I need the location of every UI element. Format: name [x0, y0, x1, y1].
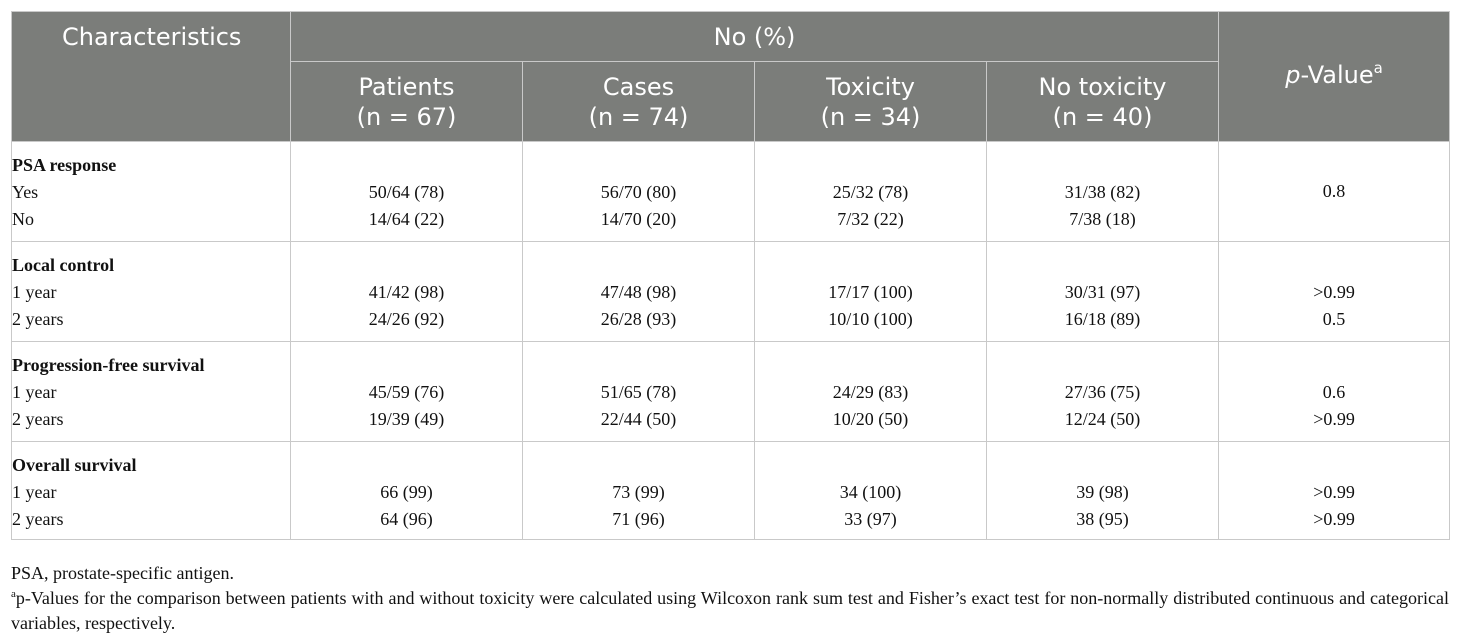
cell-toxicity: 34 (100) [754, 479, 987, 506]
header-cases: Cases (n = 74) [522, 61, 755, 142]
cell-toxicity: 10/20 (50) [754, 406, 987, 442]
cell-cases: 51/65 (78) [522, 379, 755, 406]
header-group-no-percent: No (%) [289, 11, 1220, 62]
p-value-cell: >0.99 [1218, 406, 1451, 442]
header-no-toxicity: No toxicity (n = 40) [985, 61, 1220, 142]
row-label: 1 year [11, 279, 291, 306]
section-title: PSA response [11, 141, 291, 179]
header-cases-name: Cases [602, 72, 675, 101]
cell-no-toxicity: 7/38 (18) [985, 206, 1220, 242]
section-title-row: Overall survival [11, 441, 1451, 479]
table-row: 2 years 24/26 (92) 26/28 (93) 10/10 (100… [11, 306, 1451, 342]
cell-patients: 24/26 (92) [290, 306, 523, 342]
row-label: No [11, 206, 291, 242]
section-title-row: Progression-free survival [11, 341, 1451, 379]
cell-patients: 19/39 (49) [290, 406, 523, 442]
p-value-cell: 0.5 [1218, 306, 1451, 342]
cell-patients: 45/59 (76) [290, 379, 523, 406]
cell-toxicity: 17/17 (100) [754, 279, 987, 306]
row-label: Yes [11, 179, 291, 206]
row-label: 1 year [11, 379, 291, 406]
cell-no-toxicity: 16/18 (89) [985, 306, 1220, 342]
cell-patients: 50/64 (78) [290, 179, 523, 206]
section-title-row: Local control [11, 241, 1451, 279]
p-value-cell: >0.99 [1218, 279, 1451, 306]
header-toxicity-n: (n = 34) [820, 102, 921, 131]
table-header: Characteristics No (%) p-Valuea Patients… [11, 11, 1451, 142]
results-table-container: Characteristics No (%) p-Valuea Patients… [11, 11, 1451, 540]
cell-toxicity: 25/32 (78) [754, 179, 987, 206]
cell-no-toxicity: 27/36 (75) [985, 379, 1220, 406]
header-toxicity: Toxicity (n = 34) [754, 61, 987, 142]
cell-no-toxicity: 39 (98) [985, 479, 1220, 506]
footnote-a-text: p-Values for the comparison between pati… [11, 588, 1449, 633]
cell-cases: 56/70 (80) [522, 179, 755, 206]
p-value-cell: 0.8 [1218, 141, 1451, 242]
cell-no-toxicity: 30/31 (97) [985, 279, 1220, 306]
header-cases-n: (n = 74) [588, 102, 689, 131]
header-patients: Patients (n = 67) [290, 61, 523, 142]
section-title: Overall survival [11, 441, 291, 479]
section-title: Progression-free survival [11, 341, 291, 379]
row-label: 2 years [11, 406, 291, 442]
cell-cases: 22/44 (50) [522, 406, 755, 442]
header-toxicity-name: Toxicity [826, 72, 915, 101]
header-p-value-text: -Value [1300, 61, 1374, 89]
header-patients-n: (n = 67) [356, 102, 457, 131]
cell-patients: 41/42 (98) [290, 279, 523, 306]
cell-no-toxicity: 31/38 (82) [985, 179, 1220, 206]
table-row: No 14/64 (22) 14/70 (20) 7/32 (22) 7/38 … [11, 206, 1450, 242]
table-row: 1 year 66 (99) 73 (99) 34 (100) 39 (98) … [11, 479, 1451, 506]
cell-patients: 66 (99) [290, 479, 523, 506]
p-value-cell: 0.6 [1218, 379, 1451, 406]
cell-toxicity: 24/29 (83) [754, 379, 987, 406]
results-table: Characteristics No (%) p-Valuea Patients… [11, 11, 1451, 540]
footnote-abbreviation: PSA, prostate-specific antigen. [11, 563, 234, 583]
header-characteristics: Characteristics [11, 11, 291, 142]
table-row: 1 year 45/59 (76) 51/65 (78) 24/29 (83) … [11, 379, 1451, 406]
table-row: 2 years 19/39 (49) 22/44 (50) 10/20 (50)… [11, 406, 1451, 442]
cell-cases: 73 (99) [522, 479, 755, 506]
row-label: 2 years [11, 306, 291, 342]
table-footnotes: PSA, prostate-specific antigen. ap-Value… [11, 561, 1449, 636]
table-row: Yes 50/64 (78) 56/70 (80) 25/32 (78) 31/… [11, 179, 1450, 206]
cell-cases: 71 (96) [522, 506, 755, 540]
table-body: PSA response 0.8 Yes 50/64 (78) 56/70 (8… [11, 141, 1451, 540]
cell-patients: 14/64 (22) [290, 206, 523, 242]
footnote-a-marker: a [11, 588, 16, 600]
header-no-toxicity-n: (n = 40) [1052, 102, 1153, 131]
header-p-value-footnote-marker: a [1373, 59, 1383, 77]
header-no-toxicity-name: No toxicity [1038, 72, 1167, 101]
cell-cases: 14/70 (20) [522, 206, 755, 242]
header-patients-name: Patients [358, 72, 455, 101]
header-p-value-p: p [1285, 61, 1301, 89]
cell-toxicity: 7/32 (22) [754, 206, 987, 242]
cell-no-toxicity: 38 (95) [985, 506, 1220, 540]
cell-cases: 47/48 (98) [522, 279, 755, 306]
section-title-row: PSA response 0.8 [11, 141, 1451, 242]
cell-cases: 26/28 (93) [522, 306, 755, 342]
cell-toxicity: 33 (97) [754, 506, 987, 540]
cell-toxicity: 10/10 (100) [754, 306, 987, 342]
row-label: 2 years [11, 506, 291, 540]
cell-no-toxicity: 12/24 (50) [985, 406, 1220, 442]
table-row: 1 year 41/42 (98) 47/48 (98) 17/17 (100)… [11, 279, 1451, 306]
row-label: 1 year [11, 479, 291, 506]
p-value-cell: >0.99 [1218, 506, 1451, 540]
table-row: 2 years 64 (96) 71 (96) 33 (97) 38 (95) … [11, 506, 1451, 540]
header-p-value: p-Valuea [1218, 11, 1451, 142]
section-title: Local control [11, 241, 291, 279]
footnote-a: ap-Values for the comparison between pat… [11, 586, 1449, 636]
cell-patients: 64 (96) [290, 506, 523, 540]
p-value-cell: >0.99 [1218, 479, 1451, 506]
